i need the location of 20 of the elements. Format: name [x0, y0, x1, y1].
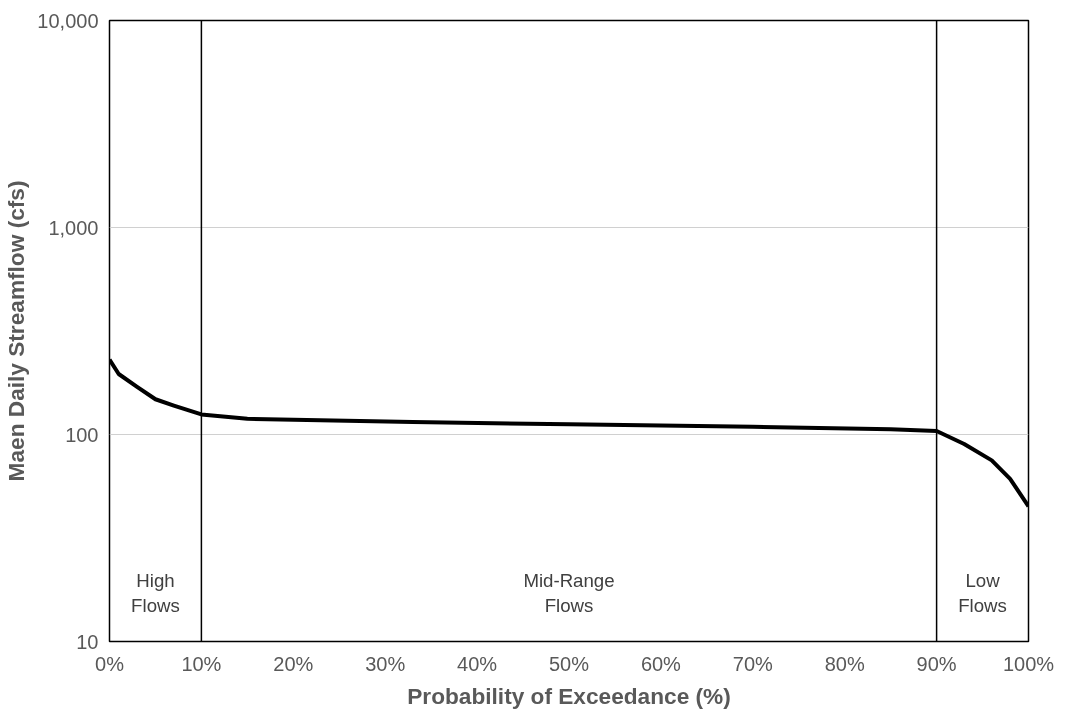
x-tick-label: 20%: [273, 652, 314, 675]
y-tick-label: 10,000: [37, 9, 99, 32]
annotation: Mid-Range Flows: [523, 570, 615, 617]
x-tick-label: 30%: [365, 652, 406, 675]
y-axis-title: Maen Daily Streamflow (cfs): [3, 180, 30, 482]
x-tick-label: 50%: [548, 652, 590, 675]
x-tick-label: 10%: [181, 652, 222, 675]
x-axis-title: Probability of Exceedance (%): [407, 682, 731, 709]
x-tick-label: 80%: [824, 652, 865, 675]
x-tick-label: 90%: [916, 652, 957, 675]
x-tick-label: 40%: [457, 652, 498, 675]
x-tick-label: 70%: [732, 652, 774, 675]
x-tick-label: 0%: [95, 652, 125, 675]
annotation: Low Flows: [958, 570, 1007, 617]
y-tick-label: 100: [65, 423, 99, 446]
annotation: High Flows: [131, 570, 180, 617]
x-tick-label: 100%: [1002, 652, 1055, 675]
y-tick-label: 10: [76, 630, 99, 653]
x-tick-label: 60%: [640, 652, 682, 675]
y-tick-label: 1,000: [48, 216, 99, 239]
